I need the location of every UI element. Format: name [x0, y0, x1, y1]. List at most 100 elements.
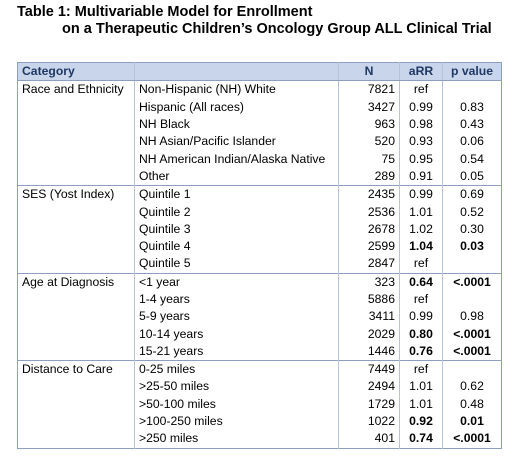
- arr-cell: ref: [399, 290, 443, 309]
- category-cell: [17, 115, 135, 134]
- p-value-cell: <.0001: [453, 326, 491, 341]
- subcategory-cell: 15-21 years: [134, 342, 339, 361]
- category-cell: [17, 342, 135, 361]
- p-value-cell: 0.30: [460, 221, 484, 236]
- subcategory-cell: Non-Hispanic (NH) White: [134, 80, 339, 99]
- table-row: SES (Yost Index) Quintile 1 2435 0.99 0.69: [17, 185, 502, 204]
- category-cell: [17, 412, 135, 431]
- n-cell: 3427: [338, 98, 400, 116]
- n-cell: 2599: [338, 237, 400, 256]
- table-row: Quintile 2 2536 1.01 0.52: [17, 203, 502, 221]
- subcategory-cell: >25-50 miles: [134, 378, 339, 396]
- n-cell: 2536: [338, 203, 400, 221]
- n-cell: 520: [338, 133, 400, 151]
- p-value-cell: 0.43: [460, 117, 484, 132]
- subcategory-cell: NH Black: [134, 115, 339, 134]
- arr-cell: 0.92: [399, 412, 443, 431]
- arr-cell: 0.74: [399, 430, 443, 449]
- header-category: Category: [17, 62, 135, 82]
- table-row: Hispanic (All races) 3427 0.99 0.83: [17, 98, 502, 116]
- subcategory-cell: >50-100 miles: [134, 395, 339, 413]
- p-value-cell: [442, 80, 502, 99]
- n-cell: 7821: [338, 80, 400, 99]
- header-arr: aRR: [399, 62, 443, 82]
- p-value-cell: 0.06: [460, 134, 484, 149]
- n-cell: 1446: [338, 342, 400, 361]
- p-value-cell: <.0001: [453, 343, 491, 358]
- category-cell: Distance to Care: [17, 360, 135, 379]
- subcategory-cell: Quintile 5: [134, 255, 339, 274]
- category-cell: [17, 133, 135, 151]
- arr-cell: ref: [399, 360, 443, 379]
- category-cell: [17, 430, 135, 449]
- p-value-cell: 0.01: [460, 414, 484, 429]
- table-row: >25-50 miles 2494 1.01 0.62: [17, 378, 502, 396]
- model-table: Category N aRR p value Race and Ethnicit…: [17, 62, 502, 449]
- category-cell: [17, 378, 135, 396]
- p-value-cell: <.0001: [442, 272, 502, 291]
- n-cell: 963: [338, 115, 400, 134]
- category-cell: [17, 395, 135, 413]
- category-cell: [17, 255, 135, 274]
- table-row: NH Black 963 0.98 0.43: [17, 115, 502, 134]
- n-cell: 3411: [338, 308, 400, 326]
- subcategory-cell: >250 miles: [134, 430, 339, 449]
- table-row: Quintile 5 2847 ref: [17, 255, 502, 274]
- arr-cell: 0.98: [399, 115, 443, 134]
- table-row: Quintile 3 2678 1.02 0.30: [17, 220, 502, 238]
- arr-cell: 1.01: [399, 378, 443, 396]
- subcategory-cell: 0-25 miles: [134, 360, 339, 379]
- subcategory-cell: Quintile 4: [134, 237, 339, 256]
- subcategory-cell: >100-250 miles: [134, 412, 339, 431]
- table-row: 15-21 years 1446 0.76 <.0001: [17, 342, 502, 361]
- arr-cell: 0.99: [399, 185, 443, 204]
- p-value-cell: 0.69: [442, 185, 502, 204]
- table-row: 1-4 years 5886 ref: [17, 290, 502, 309]
- n-cell: 75: [338, 150, 400, 168]
- arr-cell: 0.80: [399, 325, 443, 343]
- n-cell: 2494: [338, 378, 400, 396]
- table-row: >100-250 miles 1022 0.92 0.01: [17, 412, 502, 431]
- table-row: Distance to Care 0-25 miles 7449 ref: [17, 360, 502, 379]
- n-cell: 7449: [338, 360, 400, 379]
- p-value-cell: <.0001: [453, 431, 491, 446]
- header-subcategory: [134, 62, 339, 82]
- arr-cell: 1.02: [399, 220, 443, 238]
- category-cell: Age at Diagnosis: [17, 272, 135, 291]
- category-cell: [17, 325, 135, 343]
- category-cell: [17, 167, 135, 186]
- n-cell: 5886: [338, 290, 400, 309]
- arr-cell: 0.76: [399, 342, 443, 361]
- table-row: Other 289 0.91 0.05: [17, 167, 502, 186]
- arr-cell: ref: [399, 80, 443, 99]
- n-cell: 289: [338, 167, 400, 186]
- arr-cell: 1.01: [399, 203, 443, 221]
- p-value-cell: [443, 255, 502, 273]
- subcategory-cell: Quintile 3: [134, 220, 339, 238]
- header-row: Category N aRR p value: [17, 62, 502, 82]
- subcategory-cell: 1-4 years: [134, 290, 339, 309]
- subcategory-cell: <1 year: [134, 272, 339, 291]
- n-cell: 2435: [338, 185, 400, 204]
- title-line-2: on a Therapeutic Children’s Oncology Gro…: [62, 21, 492, 37]
- p-value-cell: [442, 360, 502, 379]
- subcategory-cell: NH Asian/Pacific Islander: [134, 133, 339, 151]
- table-row: >50-100 miles 1729 1.01 0.48: [17, 395, 502, 413]
- arr-cell: ref: [399, 255, 443, 274]
- n-cell: 2847: [338, 255, 400, 274]
- subcategory-cell: Quintile 1: [134, 185, 339, 204]
- table-body: Race and Ethnicity Non-Hispanic (NH) Whit…: [17, 80, 502, 449]
- arr-cell: 1.04: [399, 237, 443, 256]
- table-row: NH Asian/Pacific Islander 520 0.93 0.06: [17, 133, 502, 151]
- arr-cell: 1.01: [399, 395, 443, 413]
- table-row: Age at Diagnosis <1 year 323 0.64 <.0001: [17, 272, 502, 291]
- table-row: 5-9 years 3411 0.99 0.98: [17, 308, 502, 326]
- arr-cell: 0.64: [399, 272, 443, 291]
- category-cell: [17, 308, 135, 326]
- n-cell: 1022: [338, 412, 400, 431]
- category-cell: [17, 220, 135, 238]
- subcategory-cell: Hispanic (All races): [134, 98, 339, 116]
- category-cell: [17, 203, 135, 221]
- p-value-cell: [443, 291, 502, 308]
- p-value-cell: 0.83: [460, 99, 484, 114]
